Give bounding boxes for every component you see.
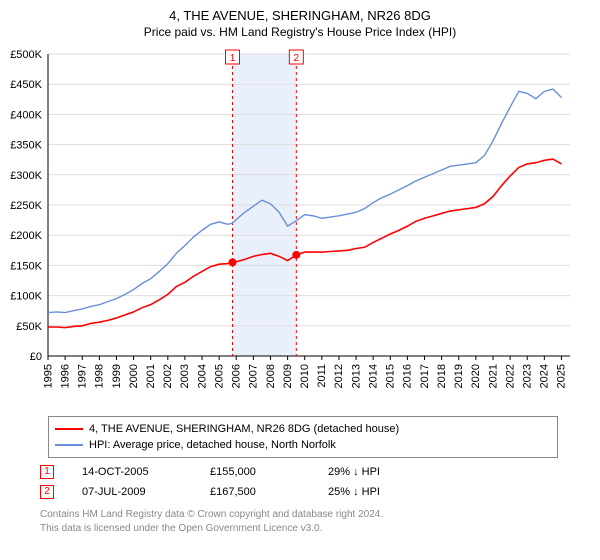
svg-text:2005: 2005 <box>213 364 225 388</box>
svg-text:£200K: £200K <box>10 230 42 242</box>
svg-text:£50K: £50K <box>16 321 42 333</box>
svg-text:2013: 2013 <box>350 364 362 388</box>
footer-line: Contains HM Land Registry data © Crown c… <box>40 508 383 522</box>
svg-text:£0: £0 <box>30 351 42 363</box>
svg-text:2017: 2017 <box>419 364 431 388</box>
svg-text:2021: 2021 <box>487 364 499 388</box>
svg-text:2014: 2014 <box>367 364 379 388</box>
legend: 4, THE AVENUE, SHERINGHAM, NR26 8DG (det… <box>48 416 558 458</box>
svg-text:2004: 2004 <box>196 364 208 388</box>
svg-text:2019: 2019 <box>453 364 465 388</box>
table-row: 1 14-OCT-2005 £155,000 29% ↓ HPI <box>40 462 560 482</box>
marker-badge: 2 <box>40 485 54 499</box>
svg-text:£100K: £100K <box>10 291 42 303</box>
chart-container: 4, THE AVENUE, SHERINGHAM, NR26 8DG Pric… <box>0 0 600 560</box>
marker-pct: 29% ↓ HPI <box>328 466 418 478</box>
svg-text:2001: 2001 <box>145 364 157 388</box>
legend-swatch <box>55 444 83 446</box>
svg-text:£250K: £250K <box>10 200 42 212</box>
svg-text:1996: 1996 <box>59 364 71 388</box>
chart-plot-wrap: £0 £50K £100K £150K £200K £250K £300K £350K £400… <box>0 48 600 408</box>
svg-text:£150K: £150K <box>10 260 42 272</box>
marker-table: 1 14-OCT-2005 £155,000 29% ↓ HPI 2 07-JU… <box>40 462 560 502</box>
marker-price: £167,500 <box>210 486 300 498</box>
legend-swatch <box>55 428 83 430</box>
svg-text:1995: 1995 <box>42 364 54 388</box>
svg-text:2009: 2009 <box>282 364 294 388</box>
svg-text:2000: 2000 <box>128 364 140 388</box>
chart-subtitle: Price paid vs. HM Land Registry's House … <box>0 23 600 45</box>
svg-text:£300K: £300K <box>10 170 42 182</box>
svg-text:£400K: £400K <box>10 109 42 121</box>
svg-text:2006: 2006 <box>231 364 243 388</box>
svg-text:2018: 2018 <box>436 364 448 388</box>
svg-text:2003: 2003 <box>179 364 191 388</box>
line-chart: £0 £50K £100K £150K £200K £250K £300K £350K £400… <box>0 48 600 408</box>
legend-item: HPI: Average price, detached house, Nort… <box>55 437 551 453</box>
svg-text:1999: 1999 <box>111 364 123 388</box>
table-row: 2 07-JUL-2009 £167,500 25% ↓ HPI <box>40 482 560 502</box>
legend-label: 4, THE AVENUE, SHERINGHAM, NR26 8DG (det… <box>89 421 399 437</box>
svg-text:2024: 2024 <box>539 364 551 388</box>
svg-text:1: 1 <box>230 53 236 64</box>
footer-line: This data is licensed under the Open Gov… <box>40 522 383 536</box>
svg-text:2012: 2012 <box>333 364 345 388</box>
legend-item: 4, THE AVENUE, SHERINGHAM, NR26 8DG (det… <box>55 421 551 437</box>
marker-date: 14-OCT-2005 <box>82 466 182 478</box>
legend-label: HPI: Average price, detached house, Nort… <box>89 437 336 453</box>
svg-text:2007: 2007 <box>248 364 260 388</box>
svg-text:2022: 2022 <box>504 364 516 388</box>
svg-text:2016: 2016 <box>402 364 414 388</box>
svg-text:2023: 2023 <box>522 364 534 388</box>
marker-pct: 25% ↓ HPI <box>328 486 418 498</box>
svg-text:£350K: £350K <box>10 140 42 152</box>
marker-date: 07-JUL-2009 <box>82 486 182 498</box>
svg-text:2015: 2015 <box>385 364 397 388</box>
svg-text:2020: 2020 <box>470 364 482 388</box>
svg-text:2: 2 <box>294 53 300 64</box>
svg-text:1998: 1998 <box>94 364 106 388</box>
svg-text:£500K: £500K <box>10 49 42 61</box>
marker-price: £155,000 <box>210 466 300 478</box>
svg-text:2002: 2002 <box>162 364 174 388</box>
svg-text:2010: 2010 <box>299 364 311 388</box>
svg-text:2008: 2008 <box>265 364 277 388</box>
chart-title: 4, THE AVENUE, SHERINGHAM, NR26 8DG <box>0 0 600 23</box>
marker-badge: 1 <box>40 465 54 479</box>
svg-text:2025: 2025 <box>556 364 568 388</box>
svg-text:2011: 2011 <box>316 364 328 388</box>
svg-text:1997: 1997 <box>77 364 89 388</box>
footer-attribution: Contains HM Land Registry data © Crown c… <box>40 508 383 535</box>
svg-text:£450K: £450K <box>10 79 42 91</box>
